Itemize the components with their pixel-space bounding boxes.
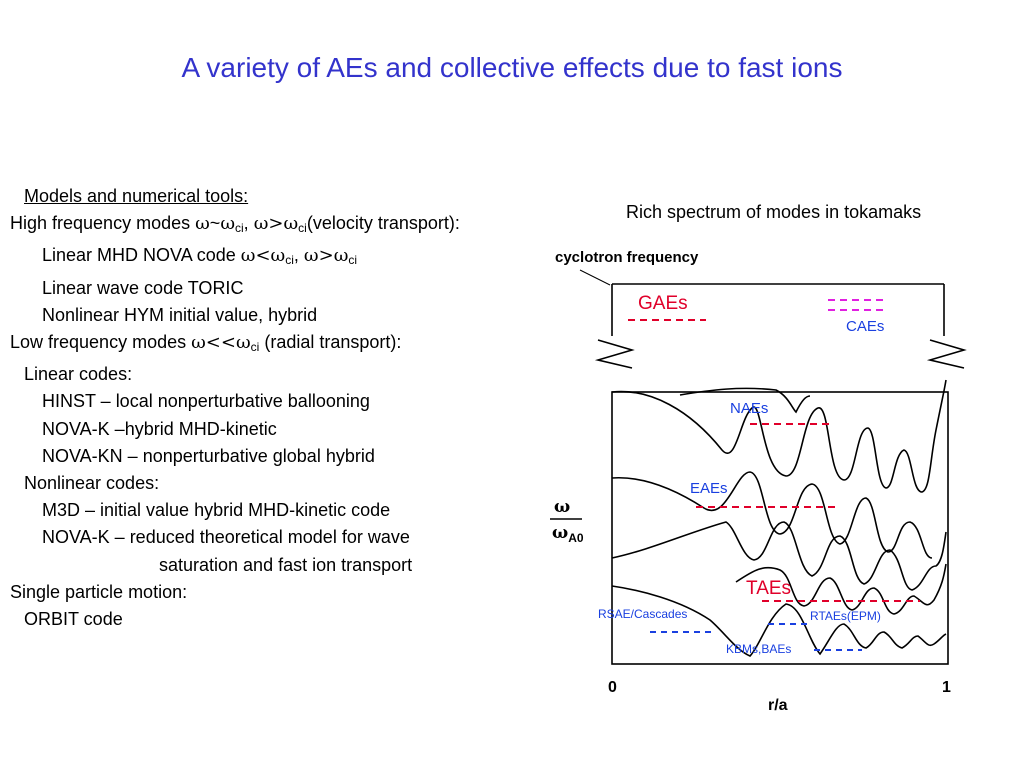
- ci-subscript: ci: [250, 340, 260, 355]
- novak2-cont-line: saturation and fast ion transport: [159, 554, 413, 575]
- omega-symbol: ω: [195, 213, 210, 235]
- slide-title: A variety of AEs and collective effects …: [181, 52, 843, 83]
- omega-symbol: ω: [235, 332, 251, 354]
- ci-subscript: ci: [235, 221, 244, 236]
- linear-codes-line: Linear codes:: [24, 364, 133, 385]
- tilde-symbol: ~: [209, 213, 221, 234]
- hym-line: Nonlinear HYM initial value, hybrid: [42, 304, 318, 325]
- tae-label: TAEs: [746, 578, 791, 599]
- y-axis-omega: ω: [552, 523, 568, 543]
- continuum-curve-tae-upper: [735, 563, 947, 615]
- mode-spectrum-diagram: cyclotron frequency GAEs CAEs NAEs EAEs …: [550, 249, 967, 714]
- omega-symbol: ω: [253, 213, 269, 235]
- single-particle-line: Single particle motion:: [10, 581, 188, 602]
- kbm-label: KBMs,BAEs: [726, 642, 791, 656]
- nova-line: Linear MHD NOVA code ω<ωci, ω>ωci: [10, 242, 610, 274]
- rsae-label: RSAE/Cascades: [598, 607, 687, 621]
- continuum-curve-eae-lower: [611, 521, 947, 591]
- x-tick-1: 1: [942, 679, 951, 696]
- ll-symbol: <<: [205, 332, 236, 354]
- toric-line: Linear wave code TORIC: [42, 277, 244, 298]
- y-axis-numerator: ω: [554, 497, 570, 517]
- rtae-label: RTAEs(EPM): [810, 609, 881, 623]
- cae-label: CAEs: [846, 318, 884, 335]
- novakn-line: NOVA-KN – nonperturbative global hybrid: [42, 445, 375, 466]
- continuum-curve-upper: [611, 379, 947, 493]
- x-tick-0: 0: [608, 679, 617, 696]
- hf-prefix: High frequency modes: [10, 213, 196, 234]
- novak-line: NOVA-K –hybrid MHD-kinetic: [42, 418, 277, 439]
- omega-symbol: ω: [333, 245, 349, 267]
- cyclotron-arrow: [579, 269, 611, 286]
- continuum-curve-eae: [611, 471, 933, 559]
- omega-symbol: ω: [283, 213, 299, 235]
- gae-label: GAEs: [638, 293, 688, 314]
- hinst-line: HINST – local nonperturbative ballooning: [42, 391, 370, 412]
- axis-break-left: [594, 339, 635, 369]
- gt-symbol: >: [318, 245, 334, 267]
- omega-symbol: ω: [220, 213, 235, 235]
- models-heading-text: Models and numerical tools:: [24, 186, 249, 206]
- omega-symbol: ω: [240, 245, 256, 267]
- nae-gap-upper-curve: [679, 387, 811, 414]
- nae-label: NAEs: [730, 400, 768, 417]
- continuum-curve-low: [611, 585, 947, 657]
- hf-modes-line: High frequency modes ω~ωci, ω>ωci(veloci…: [10, 210, 610, 242]
- omega-symbol: ω: [270, 245, 286, 267]
- eae-label: EAEs: [690, 480, 728, 497]
- lt-symbol: <: [255, 245, 271, 267]
- nova-sep: ,: [293, 245, 304, 266]
- x-axis-label: r/a: [768, 697, 788, 714]
- nova-prefix: Linear MHD NOVA code: [42, 245, 241, 266]
- omega-symbol: ω: [303, 245, 319, 267]
- nonlinear-codes-line: Nonlinear codes:: [24, 473, 160, 494]
- ci-subscript: ci: [348, 253, 358, 268]
- omega-symbol: ω: [191, 332, 206, 354]
- lf-modes-line: Low frequency modes ω<<ωci (radial trans…: [10, 329, 610, 361]
- axis-break-right: [926, 339, 967, 369]
- cyclotron-frequency-label: cyclotron frequency: [555, 249, 699, 266]
- gt-symbol: >: [268, 213, 284, 235]
- hf-sep: ,: [243, 213, 254, 234]
- spectrum-caption: Rich spectrum of modes in tokamaks: [626, 202, 922, 222]
- models-heading: Models and numerical tools:: [10, 183, 610, 210]
- novak2-line: NOVA-K – reduced theoretical model for w…: [42, 527, 410, 548]
- ci-subscript: ci: [285, 253, 294, 268]
- lf-suffix: (radial transport):: [259, 332, 402, 353]
- y-axis-denominator: ωA0: [552, 523, 584, 545]
- orbit-line: ORBIT code: [24, 609, 123, 630]
- lf-prefix: Low frequency modes: [10, 332, 192, 353]
- hf-suffix: (velocity transport):: [306, 213, 460, 234]
- models-list: Models and numerical tools: High frequen…: [10, 183, 610, 633]
- y-axis-subscript: A0: [568, 531, 584, 545]
- ci-subscript: ci: [298, 221, 307, 236]
- m3d-line: M3D – initial value hybrid MHD-kinetic c…: [42, 500, 391, 521]
